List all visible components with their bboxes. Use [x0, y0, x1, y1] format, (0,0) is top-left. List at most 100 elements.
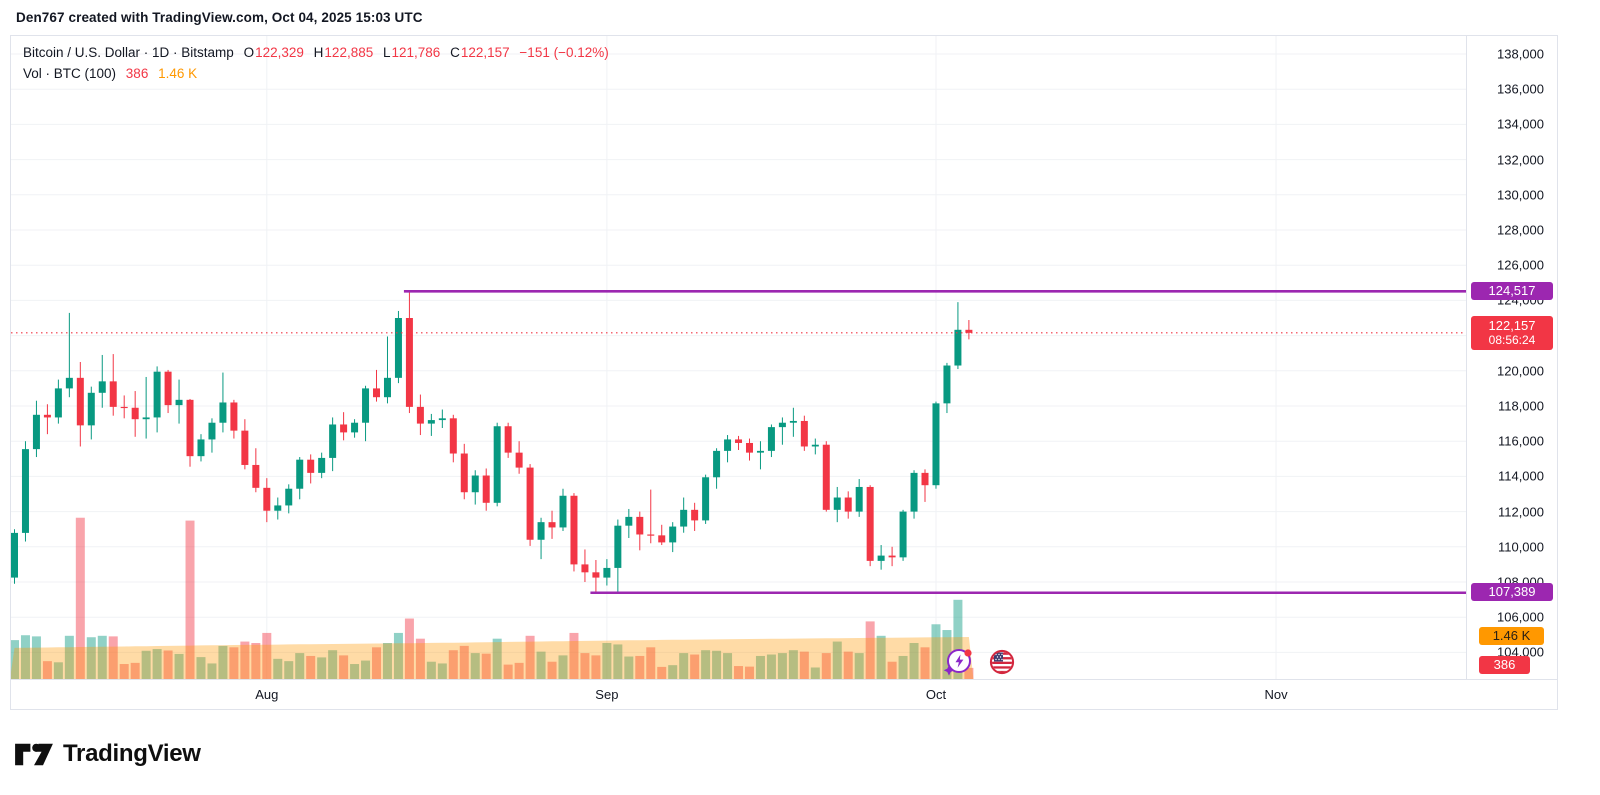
- candle-body: [965, 329, 973, 333]
- candle-body: [910, 472, 918, 512]
- volume-bar: [97, 635, 107, 679]
- candle-body: [263, 487, 271, 511]
- candle-body: [373, 388, 381, 398]
- candle-body: [778, 422, 786, 428]
- candle-body: [460, 453, 468, 493]
- volume-bar: [755, 655, 765, 679]
- volume-bar: [207, 663, 217, 679]
- candle-body: [405, 318, 413, 407]
- candle-body: [921, 472, 929, 486]
- volume-bar: [799, 651, 809, 679]
- candle-body: [702, 477, 710, 521]
- volume-bar: [350, 664, 360, 679]
- candle-body: [11, 532, 18, 578]
- candle-body: [592, 572, 600, 578]
- volume-bar: [119, 664, 129, 679]
- price-chart-pane[interactable]: Bitcoin / U.S. Dollar · 1D · Bitstamp O1…: [10, 35, 1558, 710]
- time-scale[interactable]: Aug Sep Oct Nov: [11, 679, 1557, 709]
- notification-dot: [964, 649, 972, 657]
- ohlc-low: L121,786: [383, 45, 441, 60]
- candlestick-plot[interactable]: [11, 36, 1466, 679]
- candle-body: [307, 459, 315, 473]
- volume-bar: [854, 653, 864, 679]
- candle-body: [526, 467, 534, 540]
- month-label: Oct: [925, 687, 947, 702]
- volume-bar: [931, 624, 941, 679]
- volume-bar: [788, 650, 798, 679]
- candle-body: [756, 450, 764, 453]
- price-tick-label: 116,000: [1497, 433, 1544, 449]
- candle-body: [351, 422, 359, 433]
- candle-body: [800, 420, 808, 447]
- events-spark-icon[interactable]: [943, 647, 973, 677]
- volume-bar: [734, 666, 744, 679]
- volume-bar: [152, 649, 162, 679]
- price-tick-label: 132,000: [1497, 152, 1544, 168]
- candle-body: [318, 457, 326, 473]
- volume-bar: [459, 645, 469, 679]
- candle-body: [515, 452, 523, 468]
- price-tick-label: 134,000: [1497, 116, 1544, 132]
- volume-bar: [31, 636, 41, 679]
- volume-bar: [163, 650, 173, 679]
- volume-bar: [569, 632, 579, 679]
- chart-legend: Bitcoin / U.S. Dollar · 1D · Bitstamp O1…: [23, 42, 609, 84]
- candle-body: [866, 486, 874, 561]
- candle-body: [877, 555, 885, 561]
- volume-bar: [547, 661, 557, 679]
- candle-body: [329, 424, 337, 458]
- price-scale[interactable]: 104,000 106,000 108,000 110,000 112,000 114,0…: [1466, 36, 1558, 679]
- volume-bar: [536, 651, 546, 679]
- candle-body: [691, 509, 699, 521]
- candle-body: [394, 318, 402, 378]
- candle-body: [98, 381, 106, 393]
- candle-body: [559, 495, 567, 528]
- volume-bar: [437, 663, 447, 679]
- volume-bar: [317, 657, 327, 679]
- volume-bar: [53, 662, 63, 679]
- candle-body: [32, 414, 40, 450]
- candle-body: [647, 534, 655, 536]
- volume-bar: [942, 630, 952, 679]
- volume-value: 386: [125, 66, 149, 81]
- volume-bar: [382, 643, 392, 679]
- volume-bar: [492, 638, 502, 679]
- attribution-text: Den767 created with TradingView.com, Oct…: [16, 10, 423, 25]
- volume-bar: [251, 643, 261, 679]
- volume-bar: [821, 653, 831, 679]
- volume-bar: [777, 653, 787, 679]
- tradingview-logo[interactable]: TradingView: [14, 740, 201, 768]
- volume-bar: [108, 636, 118, 679]
- volume-bar: [130, 662, 140, 679]
- volume-bar: [624, 656, 634, 679]
- candle-body: [197, 439, 205, 457]
- candle-body: [954, 329, 962, 366]
- volume-bar: [240, 641, 250, 679]
- candle-body: [548, 522, 556, 528]
- candle-body: [614, 525, 622, 568]
- candle-body: [449, 418, 457, 454]
- volume-bar: [174, 653, 184, 679]
- price-tick-label: 104,000: [1497, 644, 1544, 660]
- candle-body: [76, 377, 84, 426]
- candle-body: [175, 399, 183, 406]
- volume-bar: [876, 635, 886, 679]
- candle-body: [735, 439, 743, 443]
- candle-body: [504, 426, 512, 453]
- candle-body: [822, 444, 830, 510]
- volume-bar: [920, 647, 930, 679]
- candle-body: [680, 509, 688, 527]
- price-tick-label: 138,000: [1497, 46, 1544, 62]
- candle-body: [789, 420, 797, 423]
- volume-bar: [196, 657, 206, 679]
- volume-bar: [525, 635, 535, 679]
- candle-body: [186, 399, 194, 457]
- us-flag-icon[interactable]: [987, 647, 1017, 677]
- candle-body: [153, 371, 161, 418]
- ohlc-close: C122,157: [450, 45, 510, 60]
- candle-body: [943, 365, 951, 404]
- candle-body: [252, 464, 260, 488]
- price-tick-label: 130,000: [1497, 187, 1544, 203]
- candle-body: [21, 449, 29, 533]
- volume-legend-row: Vol · BTC (100) 386 1.46 K: [23, 63, 609, 84]
